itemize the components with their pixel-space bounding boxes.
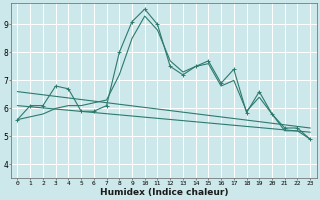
X-axis label: Humidex (Indice chaleur): Humidex (Indice chaleur) [100, 188, 228, 197]
